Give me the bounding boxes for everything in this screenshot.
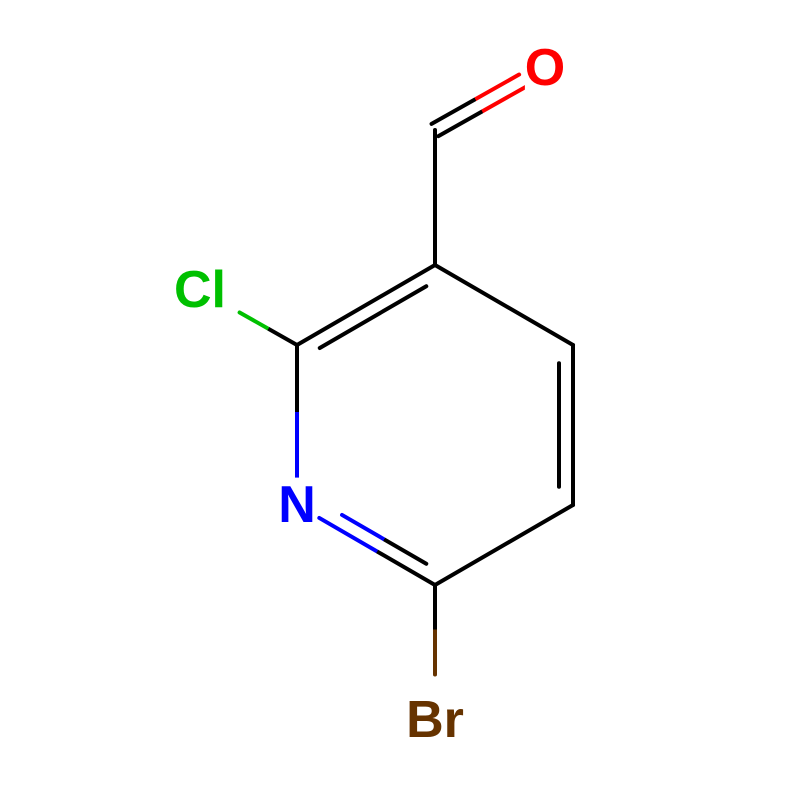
molecule-canvas: N Cl Br O: [0, 0, 800, 800]
atom-O: O: [525, 39, 565, 97]
atom-label-Cl: Cl: [174, 261, 226, 319]
atom-Cl: Cl: [164, 261, 236, 319]
atom-label-O: O: [525, 39, 565, 97]
bond-layer: [240, 75, 573, 675]
bond-C2-C3-outer: [297, 265, 435, 345]
atom-Br: Br: [399, 691, 471, 749]
atom-label-layer: N Cl Br O: [164, 39, 565, 749]
bond-C2-Cl: [240, 312, 297, 345]
bond-C2-C3-inner: [320, 286, 427, 348]
bond-C6-N1-outer: [319, 518, 435, 585]
bond-C3-C4: [435, 265, 573, 345]
atom-N: N: [277, 476, 317, 534]
atom-label-N: N: [278, 476, 316, 534]
bond-C5-C6: [435, 505, 573, 585]
atom-label-Br: Br: [406, 691, 464, 749]
